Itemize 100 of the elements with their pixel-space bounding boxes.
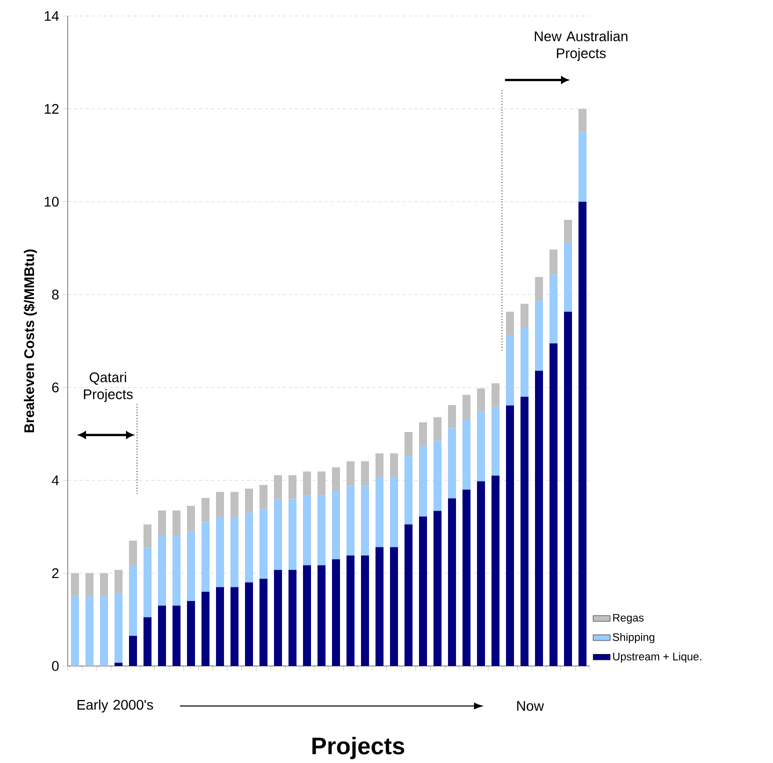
bar: [492, 383, 500, 408]
bar: [390, 477, 398, 548]
y-tick-label: 2: [52, 568, 59, 578]
legend-label: Regas: [613, 614, 644, 624]
bar: [462, 490, 471, 666]
bar: [361, 461, 370, 486]
bar: [144, 617, 152, 666]
bar: [158, 536, 166, 606]
y-tick-label: 6: [52, 382, 59, 392]
bar: [448, 405, 456, 428]
bar: [318, 471, 326, 496]
bar: [419, 422, 428, 446]
y-tick-label: 4: [52, 475, 59, 486]
bar: [346, 486, 355, 556]
bar: [129, 540, 137, 566]
bar: [202, 522, 210, 592]
bar: [419, 516, 428, 666]
bar: [144, 524, 152, 548]
bar: [274, 499, 282, 570]
bar: [535, 370, 544, 666]
bar: [332, 467, 340, 490]
bar: [71, 596, 79, 666]
bar: [506, 406, 514, 666]
bar: [448, 498, 456, 666]
bar: [303, 565, 311, 666]
bar: [361, 555, 370, 666]
bar: [346, 461, 355, 486]
bar: [260, 578, 268, 666]
bar: [230, 587, 238, 666]
bar: [477, 412, 486, 482]
bar: [86, 573, 94, 596]
bar: [274, 570, 282, 666]
bar: [303, 471, 311, 496]
bar: [245, 582, 253, 666]
bar: [506, 335, 514, 406]
bar: [462, 394, 471, 420]
bar: [564, 312, 572, 666]
bar: [86, 596, 94, 666]
bar: [230, 517, 238, 588]
bar: [535, 300, 544, 371]
bar: [318, 565, 326, 666]
bar: [144, 548, 152, 618]
annotation: Qatari Projects: [84, 372, 133, 402]
bar: [71, 573, 79, 596]
bar: [520, 396, 529, 666]
bar: [202, 592, 210, 666]
bar: [419, 446, 428, 516]
bar: [492, 476, 500, 666]
bar: [564, 242, 572, 312]
bar: [434, 417, 442, 441]
bar: [578, 108, 587, 132]
bar: [332, 490, 340, 560]
bar: [114, 662, 122, 666]
bar: [404, 524, 413, 666]
bar: [434, 440, 442, 511]
bar: [260, 509, 268, 579]
bar: [332, 559, 340, 666]
y-tick-label: 10: [44, 196, 59, 207]
bar: [158, 606, 166, 666]
bar: [245, 512, 253, 582]
bar: [462, 420, 471, 490]
y-axis-title: Breakeven Costs ($/MMBtu): [24, 249, 37, 432]
annotation: New Australian Projects: [534, 31, 628, 61]
bar: [114, 593, 122, 663]
bar: [578, 132, 587, 202]
y-tick-label: 14: [44, 11, 59, 21]
bar: [129, 636, 137, 666]
y-tick-label: 8: [52, 290, 59, 300]
bar: [550, 250, 558, 275]
bar: [303, 496, 311, 566]
bar: [202, 498, 210, 522]
bar: [230, 492, 238, 518]
text: Now: [517, 701, 544, 711]
bar: [564, 220, 572, 243]
bar: [216, 517, 224, 588]
bar: [448, 428, 456, 498]
bar: [390, 453, 398, 478]
text: Early 2000's: [78, 699, 154, 712]
bar: [506, 312, 514, 336]
bar: [100, 596, 108, 666]
bar: [404, 456, 413, 524]
legend-label: Shipping: [612, 632, 654, 644]
bar: [260, 484, 268, 510]
bar: [550, 274, 558, 344]
bar: [376, 547, 384, 666]
bar: [187, 531, 195, 601]
bar: [318, 496, 326, 566]
bar: [550, 343, 558, 666]
bar: [216, 492, 224, 518]
bar: [129, 566, 137, 636]
bar: [172, 606, 180, 666]
bar: [274, 475, 282, 500]
bar: [578, 202, 587, 666]
bar: [288, 499, 296, 570]
bar: [288, 570, 296, 666]
bar: [376, 453, 384, 478]
bar: [376, 477, 384, 548]
bar: [114, 570, 122, 594]
bar: [535, 276, 544, 301]
bar: [245, 488, 253, 513]
